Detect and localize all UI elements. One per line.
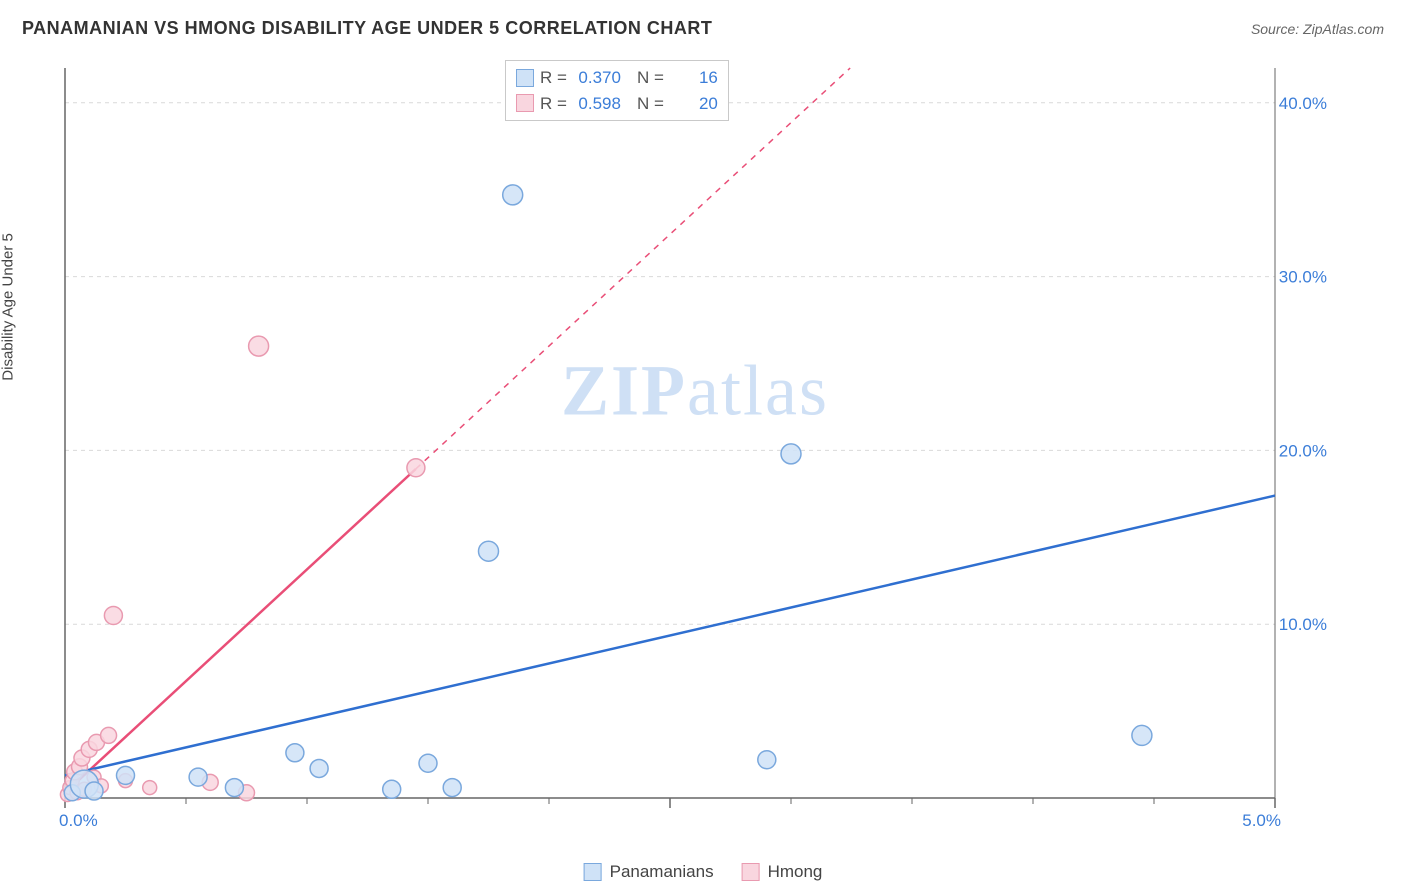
x-tick-label: 5.0% — [1242, 811, 1281, 830]
panamanians-point — [225, 779, 243, 797]
panamanians-point — [117, 766, 135, 784]
x-tick-label: 0.0% — [59, 811, 98, 830]
n-label: N = — [637, 65, 664, 91]
stats-row: R =0.370 N =16 — [516, 65, 718, 91]
y-tick-label: 20.0% — [1279, 441, 1327, 460]
stats-legend: R =0.370 N =16 R =0.598 N =20 — [505, 60, 729, 121]
panamanians-point — [310, 759, 328, 777]
hmong-point — [104, 607, 122, 625]
y-axis-label: Disability Age Under 5 — [0, 233, 17, 381]
y-tick-label: 30.0% — [1279, 268, 1327, 287]
panamanians-point — [383, 780, 401, 798]
panamanians-point — [1132, 725, 1152, 745]
panamanians-point — [758, 751, 776, 769]
hmong-trend — [65, 469, 416, 793]
panamanians-point — [85, 782, 103, 800]
hmong-trend-dashed — [416, 68, 850, 469]
n-value: 16 — [670, 65, 718, 91]
y-tick-label: 10.0% — [1279, 615, 1327, 634]
scatter-plot: 10.0% 20.0% 30.0% 40.0% 0.0% 5.0% — [55, 58, 1335, 833]
legend-label: Panamanians — [610, 862, 714, 882]
hmong-point — [249, 336, 269, 356]
n-value: 20 — [670, 91, 718, 117]
legend-item: Panamanians — [584, 862, 714, 882]
legend-item: Hmong — [742, 862, 823, 882]
r-label: R = — [540, 65, 567, 91]
panamanians-point — [189, 768, 207, 786]
legend-label: Hmong — [768, 862, 823, 882]
hmong-point — [407, 459, 425, 477]
legend-swatch — [516, 69, 534, 87]
chart-area: 10.0%20.0%30.0%40.0%0.0%5.0% ZIPatlas — [55, 58, 1335, 833]
n-label: N = — [637, 91, 664, 117]
r-value: 0.598 — [573, 91, 621, 117]
r-label: R = — [540, 91, 567, 117]
legend-swatch — [516, 94, 534, 112]
panamanians-point — [781, 444, 801, 464]
panamanians-point — [443, 779, 461, 797]
panamanians-point — [419, 754, 437, 772]
hmong-point — [143, 781, 157, 795]
series-legend: Panamanians Hmong — [584, 862, 823, 882]
hmong-point — [101, 727, 117, 743]
chart-title: PANAMANIAN VS HMONG DISABILITY AGE UNDER… — [22, 18, 712, 39]
panamanians-point — [479, 541, 499, 561]
panamanians-point — [286, 744, 304, 762]
stats-row: R =0.598 N =20 — [516, 91, 718, 117]
panamanians-point — [503, 185, 523, 205]
panamanians-trend — [65, 496, 1275, 776]
y-tick-label: 40.0% — [1279, 94, 1327, 113]
source-label: Source: ZipAtlas.com — [1251, 21, 1384, 37]
r-value: 0.370 — [573, 65, 621, 91]
legend-swatch — [584, 863, 602, 881]
legend-swatch — [742, 863, 760, 881]
